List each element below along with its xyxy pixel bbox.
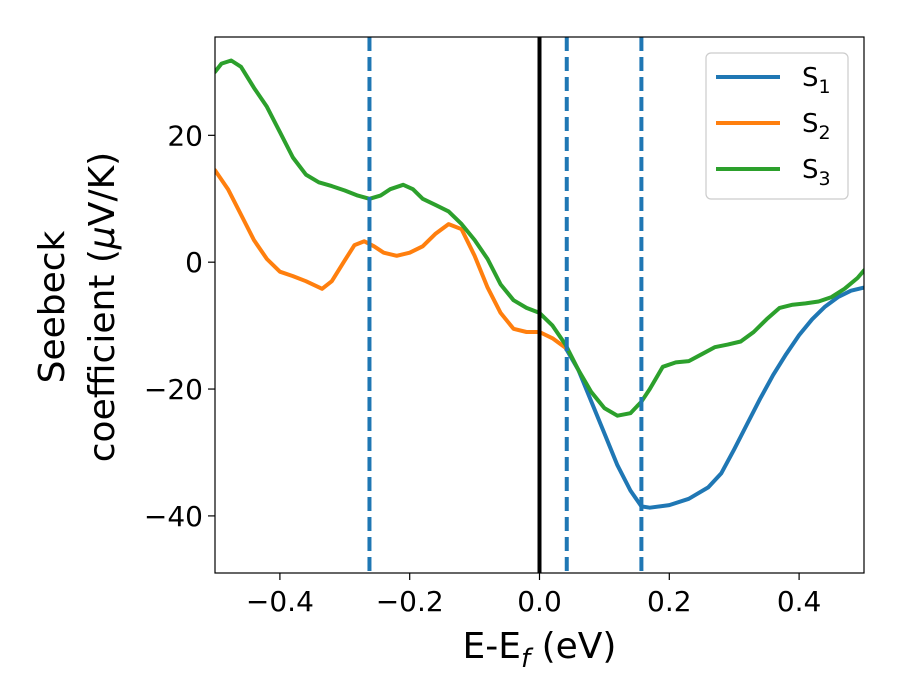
y-tick-label: 0 bbox=[185, 246, 203, 279]
x-tick-label: 0.0 bbox=[517, 585, 562, 618]
x-tick-label: −0.4 bbox=[246, 585, 314, 618]
y-axis-title-line1: Seebeck bbox=[32, 230, 73, 383]
x-axis-title: E-Ef (eV) bbox=[463, 626, 617, 674]
legend-box bbox=[705, 52, 849, 200]
y-axis-title-line2: coefficient (μV/K) bbox=[82, 152, 123, 462]
legend-label-s3: S3 bbox=[802, 155, 831, 190]
y-axis: −40 −20 0 20 bbox=[144, 119, 215, 533]
x-tick-label: −0.2 bbox=[376, 585, 444, 618]
plot-content bbox=[215, 37, 864, 573]
x-tick-label: 0.4 bbox=[777, 585, 822, 618]
series-line-s2 bbox=[215, 168, 568, 350]
y-tick-label: −20 bbox=[144, 373, 203, 406]
legend-label-s2: S2 bbox=[802, 109, 831, 144]
x-axis: −0.4 −0.2 0.0 0.2 0.4 bbox=[246, 573, 821, 618]
y-tick-label: −40 bbox=[144, 500, 203, 533]
x-tick-label: 0.2 bbox=[647, 585, 692, 618]
legend-label-s1: S1 bbox=[802, 63, 831, 98]
series-line-s3 bbox=[215, 58, 864, 418]
y-tick-label: 20 bbox=[167, 119, 203, 152]
legend: S1 S2 S3 bbox=[705, 52, 849, 200]
series-line-s1 bbox=[563, 285, 864, 510]
